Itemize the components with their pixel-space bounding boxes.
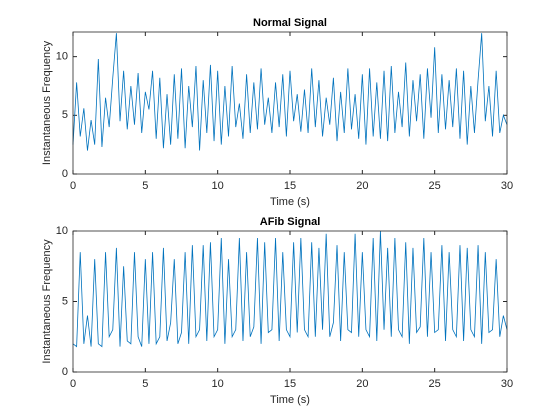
y-tick-label: 5 — [62, 109, 68, 121]
x-tick-label: 30 — [501, 378, 513, 390]
chart-title: AFib Signal — [260, 216, 321, 228]
x-tick-label: 0 — [70, 378, 76, 390]
signal-line — [72, 33, 508, 151]
signal-line — [72, 230, 508, 348]
x-tick-label: 5 — [142, 378, 148, 390]
y-tick-label: 0 — [62, 366, 68, 378]
axes-box — [72, 230, 508, 373]
y-tick-label: 0 — [62, 168, 68, 180]
x-tick-label: 15 — [284, 180, 296, 192]
y-tick-label: 5 — [62, 295, 68, 307]
axes-background — [73, 231, 507, 372]
axes-background — [73, 32, 507, 174]
x-tick-label: 0 — [70, 180, 76, 192]
x-tick-label: 25 — [429, 378, 441, 390]
y-tick-label: 10 — [56, 225, 68, 237]
x-tick-label: 20 — [356, 378, 368, 390]
x-axis-label: Time (s) — [270, 196, 310, 208]
x-axis-label: Time (s) — [270, 394, 310, 406]
x-tick-label: 5 — [142, 180, 148, 192]
y-tick-label: 10 — [56, 51, 68, 63]
y-axis-label: Instantaneous Frequency — [41, 239, 53, 364]
chart-title: Normal Signal — [253, 17, 327, 29]
x-tick-label: 25 — [429, 180, 441, 192]
y-axis-label: Instantaneous Frequency — [41, 40, 53, 165]
x-tick-label: 20 — [356, 180, 368, 192]
axes-box — [72, 31, 508, 175]
x-tick-label: 10 — [212, 378, 224, 390]
x-tick-label: 30 — [501, 180, 513, 192]
x-tick-label: 15 — [284, 378, 296, 390]
x-tick-label: 10 — [212, 180, 224, 192]
